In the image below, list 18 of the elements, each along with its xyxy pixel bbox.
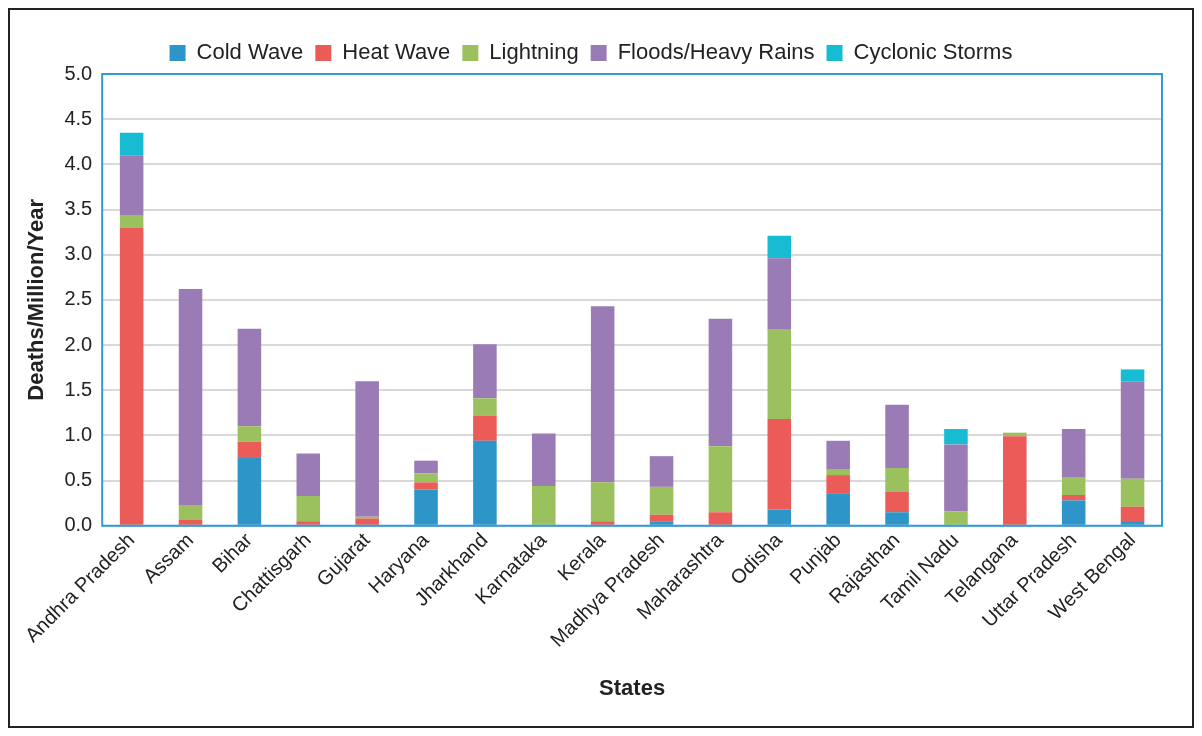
y-tick-label: 1.0 [64, 422, 93, 445]
y-tick-label: 3.5 [64, 197, 93, 220]
x-axis-title: States [599, 674, 666, 700]
y-tick-label: 0.5 [64, 468, 93, 491]
legend-label: Floods/Heavy Rains [617, 39, 815, 65]
legend-label: Heat Wave [342, 39, 451, 65]
y-tick-label: 3.0 [64, 242, 93, 265]
y-tick-label: 4.0 [64, 151, 93, 174]
y-tick-label: 2.5 [64, 287, 93, 310]
legend-label: Cold Wave [196, 39, 304, 65]
y-tick-label: 1.5 [64, 377, 93, 400]
y-tick-label: 4.5 [64, 106, 93, 129]
legend-label: Lightning [489, 39, 579, 65]
y-tick-label: 5.0 [64, 61, 93, 84]
y-tick-label: 2.0 [64, 332, 93, 355]
y-tick-label: 0.0 [64, 513, 93, 536]
y-axis-title: Deaths/Million/Year [23, 198, 49, 401]
legend-label: Cyclonic Storms [853, 39, 1013, 65]
